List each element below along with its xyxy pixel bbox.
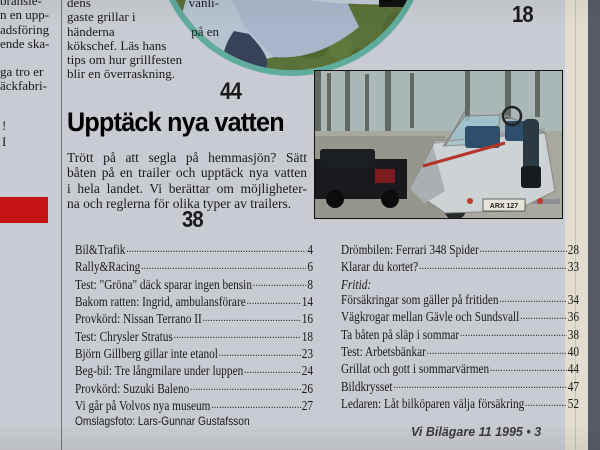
svg-text:ARX 127: ARX 127 bbox=[490, 203, 519, 210]
